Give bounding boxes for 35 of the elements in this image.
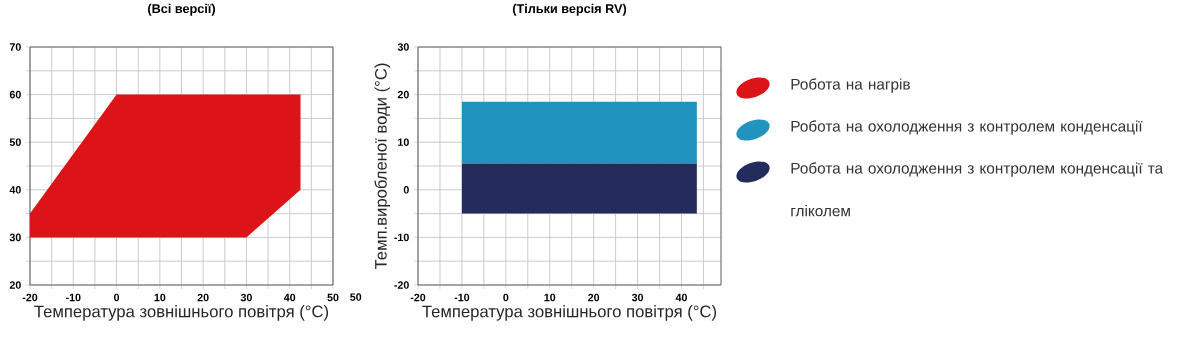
x-tick-label: -10 [66,293,81,302]
x-tick-label: 40 [283,293,296,302]
x-tick-label: 40 [675,293,687,302]
y-tick-label: 40 [9,186,21,194]
x-tick-label: 20 [197,293,209,302]
y-axis-title: Темп.виробленої води (°C) [374,63,391,270]
y-tick-label: 30 [9,233,21,242]
x-tick-label: 0 [114,293,120,302]
y-tick-label: 10 [398,138,409,146]
text: Робота на охолодження з контролем конденсації та гліколем [791,162,1164,217]
x-tick-label: 50 [327,293,339,302]
x-tick-label: 30 [631,293,644,302]
x-tick-label: -20 [410,293,426,302]
x-tick-label: 20 [588,293,600,302]
x-tick-label: -20 [22,293,38,302]
x-tick-label: 10 [544,293,556,302]
x-tick-label: 10 [154,293,166,302]
legend-label: Робота на охолодження з контролем конденсації [791,120,1143,135]
y-tick-label: -10 [394,233,409,242]
x-tick-label: -10 [454,293,470,302]
y-tick-label: 70 [9,43,21,51]
y-tick-label: 30 [397,43,409,51]
y-tick-label: 20 [397,90,409,99]
chart-title: (Всі версії) [148,3,215,16]
x-axis-title: Температура зовнішнього повітря (°C) [34,305,329,321]
y-tick-label: 20 [9,281,21,289]
x-axis-title: Температура зовнішнього повітря (°C) [422,305,717,321]
legend-label: Робота на нагрів [791,78,910,93]
x-tick-label: 30 [240,293,252,302]
y-tick-label: -20 [394,281,409,289]
y-tick-label: 50 [9,138,21,146]
x-tick-label: 0 [503,293,509,302]
chart-title: (Тільки версія RV) [512,3,627,16]
y-tick-label: 60 [9,90,21,99]
y-tick-label: 0 [403,186,409,194]
